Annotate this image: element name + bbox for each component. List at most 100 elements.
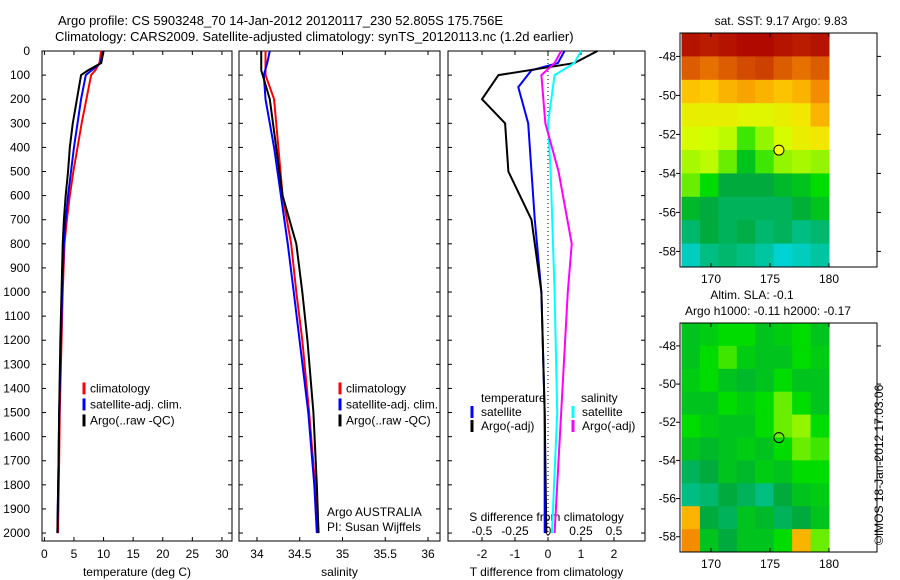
map-x-tick-label: 170 (701, 272, 721, 286)
map-cell (792, 529, 812, 553)
map-cell (810, 506, 830, 530)
map-cell (736, 150, 756, 174)
map-cell (718, 173, 738, 198)
x-tick-label: 0 (545, 547, 552, 561)
y-tick-label: 1100 (4, 309, 30, 323)
map-cell (755, 414, 775, 438)
map-cell (699, 243, 719, 268)
y-tick-label: 1700 (3, 454, 30, 468)
map-cell (681, 220, 701, 245)
map-cell (773, 220, 793, 245)
map-cell (810, 56, 830, 81)
map-title: sat. SST: 9.17 Argo: 9.83 (715, 14, 848, 28)
legend-title-temperature: temperature (481, 391, 546, 405)
map-cell (810, 79, 830, 104)
map-cell (681, 79, 701, 104)
series-line-argo-raw-qc- (56, 50, 105, 534)
map-y-tick-label: -54 (659, 166, 677, 180)
map-cell (755, 483, 775, 507)
map-cell (718, 368, 738, 393)
map-cell (699, 79, 719, 104)
map-y-tick-label: -52 (659, 127, 677, 141)
map-cell (718, 437, 738, 461)
map-cell (773, 368, 793, 393)
map-x-tick-label: 175 (760, 272, 780, 286)
map-cell (736, 79, 756, 104)
map-cell (718, 483, 738, 507)
map-x-tick-label: 180 (819, 272, 839, 286)
map-cell (699, 33, 719, 57)
map-cell (755, 460, 775, 484)
s-tick-label: 0 (545, 524, 552, 538)
map-cell (681, 368, 701, 393)
map-cell (736, 483, 756, 507)
map-cell (681, 103, 701, 128)
map-cell (718, 460, 738, 484)
map-cell (681, 243, 701, 268)
map-cell (699, 323, 719, 347)
map-cell (699, 391, 719, 416)
map-y-tick-label: -50 (659, 88, 677, 102)
map-cell (718, 506, 738, 530)
x-tick-label: 1 (578, 547, 585, 561)
map-cell (718, 126, 738, 151)
map-cell (792, 243, 812, 268)
map-cell (792, 56, 812, 81)
legend-title-salinity: salinity (581, 391, 618, 405)
x-tick-label: 10 (97, 547, 111, 561)
map-cell (699, 506, 719, 530)
map-cell (755, 173, 775, 198)
map-cell (810, 173, 830, 198)
y-tick-label: 1300 (3, 357, 30, 371)
map-cell (755, 529, 775, 553)
map-cell (699, 345, 719, 370)
map-cell (792, 33, 812, 57)
x-axis-label: temperature (deg C) (83, 565, 191, 579)
y-tick-label: 1500 (3, 406, 30, 420)
y-tick-label: 1200 (3, 333, 30, 347)
map-cell (810, 220, 830, 245)
map-y-tick-label: -58 (659, 530, 677, 544)
map-cell (699, 103, 719, 128)
map-y-tick-label: -56 (659, 492, 677, 506)
map-cell (810, 368, 830, 393)
s-tick-label: 0.5 (606, 524, 623, 538)
argo-position-marker (773, 432, 785, 444)
x-tick-label: 20 (156, 547, 170, 561)
map-cell (699, 529, 719, 553)
map-cell (681, 173, 701, 198)
map-cell (773, 243, 793, 268)
legend-label: Argo(-adj) (582, 419, 635, 433)
map-cell (792, 391, 812, 416)
map-cell (681, 196, 701, 221)
map-cell (699, 483, 719, 507)
map-cell (736, 323, 756, 347)
x-tick-label: 5 (71, 547, 78, 561)
map-cell (810, 529, 830, 553)
x-axis-label: salinity (321, 565, 358, 579)
map-cell (736, 529, 756, 553)
map-cell (773, 460, 793, 484)
map-cell (699, 150, 719, 174)
map-cell (736, 126, 756, 151)
map-cell (792, 103, 812, 128)
map-cell (718, 414, 738, 438)
title-line2: Climatology: CARS2009. Satellite-adjuste… (55, 29, 574, 44)
series-line-satellite-adj-clim- (262, 50, 318, 534)
map-cell (792, 345, 812, 370)
map-cell (681, 391, 701, 416)
map-cell (681, 150, 701, 174)
x-axis-label: T difference from climatology (470, 565, 624, 579)
map-x-tick-label: 175 (760, 557, 780, 571)
map-cell (810, 391, 830, 416)
map-cell (736, 103, 756, 128)
map-cell (792, 506, 812, 530)
legend-label: satellite (481, 405, 522, 419)
legend-label: satellite-adj. clim. (90, 397, 182, 411)
map-cell (773, 150, 793, 174)
map-y-tick-label: -56 (659, 205, 677, 219)
map-cell (718, 243, 738, 268)
map-cell (718, 529, 738, 553)
map-cell (755, 323, 775, 347)
